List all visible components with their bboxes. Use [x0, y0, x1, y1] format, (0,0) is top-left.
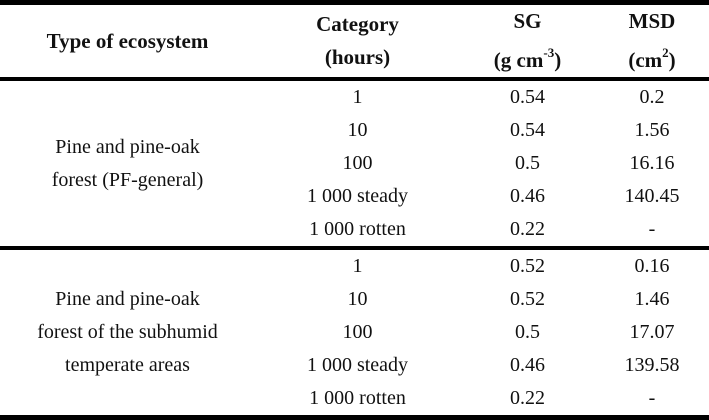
table-row: 100 0.5 16.16 — [0, 147, 709, 180]
msd-unit-exponent: 2 — [662, 45, 669, 61]
category-cell: 10 — [347, 119, 368, 141]
header-category-label: Category — [316, 12, 399, 36]
msd-cell: 1.46 — [634, 288, 670, 310]
sg-cell: 0.22 — [510, 387, 545, 409]
table-row: Pine and pine-oak forest of the subhumid… — [0, 248, 709, 376]
header-sg-unit: (g cm-3) — [493, 45, 562, 72]
table-row: 10 0.54 1.56 — [0, 114, 709, 147]
msd-cell: 0.2 — [639, 86, 665, 108]
header-msd: MSD (cm2) — [595, 3, 709, 80]
header-category-unit: (hours) — [324, 45, 391, 69]
ecosystem-cell-subhumid: Pine and pine-oak forest of the subhumid… — [37, 288, 218, 376]
category-cell: 1 000 steady — [306, 185, 409, 207]
header-category: Category (hours) — [255, 3, 460, 80]
table-row: 1 000 steady 0.46 139.58 — [0, 349, 709, 382]
header-type-of-ecosystem-label: Type of ecosystem — [46, 28, 209, 53]
category-cell: 100 — [342, 321, 373, 343]
ecosystem-cell-pf-general: Pine and pine-oak forest (PF-general) — [51, 135, 204, 191]
sg-cell: 0.22 — [510, 218, 545, 240]
sg-cell: 0.52 — [510, 255, 545, 277]
header-type-of-ecosystem: Type of ecosystem — [0, 3, 255, 80]
table-header-row: Type of ecosystem Category (hours) SG (g… — [0, 3, 709, 80]
msd-cell: 16.16 — [629, 152, 675, 174]
header-msd-label: MSD — [628, 9, 676, 33]
sg-cell: 0.54 — [510, 86, 545, 108]
category-cell: 100 — [342, 152, 373, 174]
header-sg-label: SG — [513, 9, 542, 33]
sg-cell: 0.54 — [510, 119, 545, 141]
table-row: Pine and pine-oak forest (PF-general) 1 … — [0, 79, 709, 191]
category-cell: 1 000 rotten — [309, 218, 406, 240]
group-subhumid-temperate: Pine and pine-oak forest of the subhumid… — [0, 248, 709, 418]
header-sg: SG (g cm-3) — [460, 3, 595, 80]
sg-cell: 0.46 — [510, 354, 545, 376]
table-row: 10 0.52 1.46 — [0, 283, 709, 316]
msd-cell: 17.07 — [629, 321, 675, 343]
msd-cell: 1.56 — [634, 119, 670, 141]
group-pf-general: Pine and pine-oak forest (PF-general) 1 … — [0, 79, 709, 248]
category-cell: 1 — [352, 255, 363, 277]
category-cell: 10 — [347, 288, 368, 310]
table-row: 100 0.5 17.07 — [0, 316, 709, 349]
table-row: 1 000 steady 0.46 140.45 — [0, 180, 709, 213]
category-cell: 1 000 rotten — [309, 387, 406, 409]
msd-cell: 140.45 — [624, 185, 680, 207]
sg-unit-exponent: -3 — [543, 45, 555, 61]
msd-cell: - — [648, 387, 656, 409]
sg-cell: 0.5 — [515, 152, 540, 174]
table-row: 1 000 rotten 0.22 - — [0, 382, 709, 418]
sg-cell: 0.52 — [510, 288, 545, 310]
sg-cell: 0.46 — [510, 185, 545, 207]
category-cell: 1 — [352, 86, 363, 108]
table-row: 1 000 rotten 0.22 - — [0, 213, 709, 248]
msd-cell: - — [648, 218, 656, 240]
sg-cell: 0.5 — [515, 321, 540, 343]
msd-cell: 139.58 — [624, 354, 680, 376]
msd-cell: 0.16 — [634, 255, 670, 277]
category-cell: 1 000 steady — [306, 354, 409, 376]
header-msd-unit: (cm2) — [628, 45, 676, 72]
